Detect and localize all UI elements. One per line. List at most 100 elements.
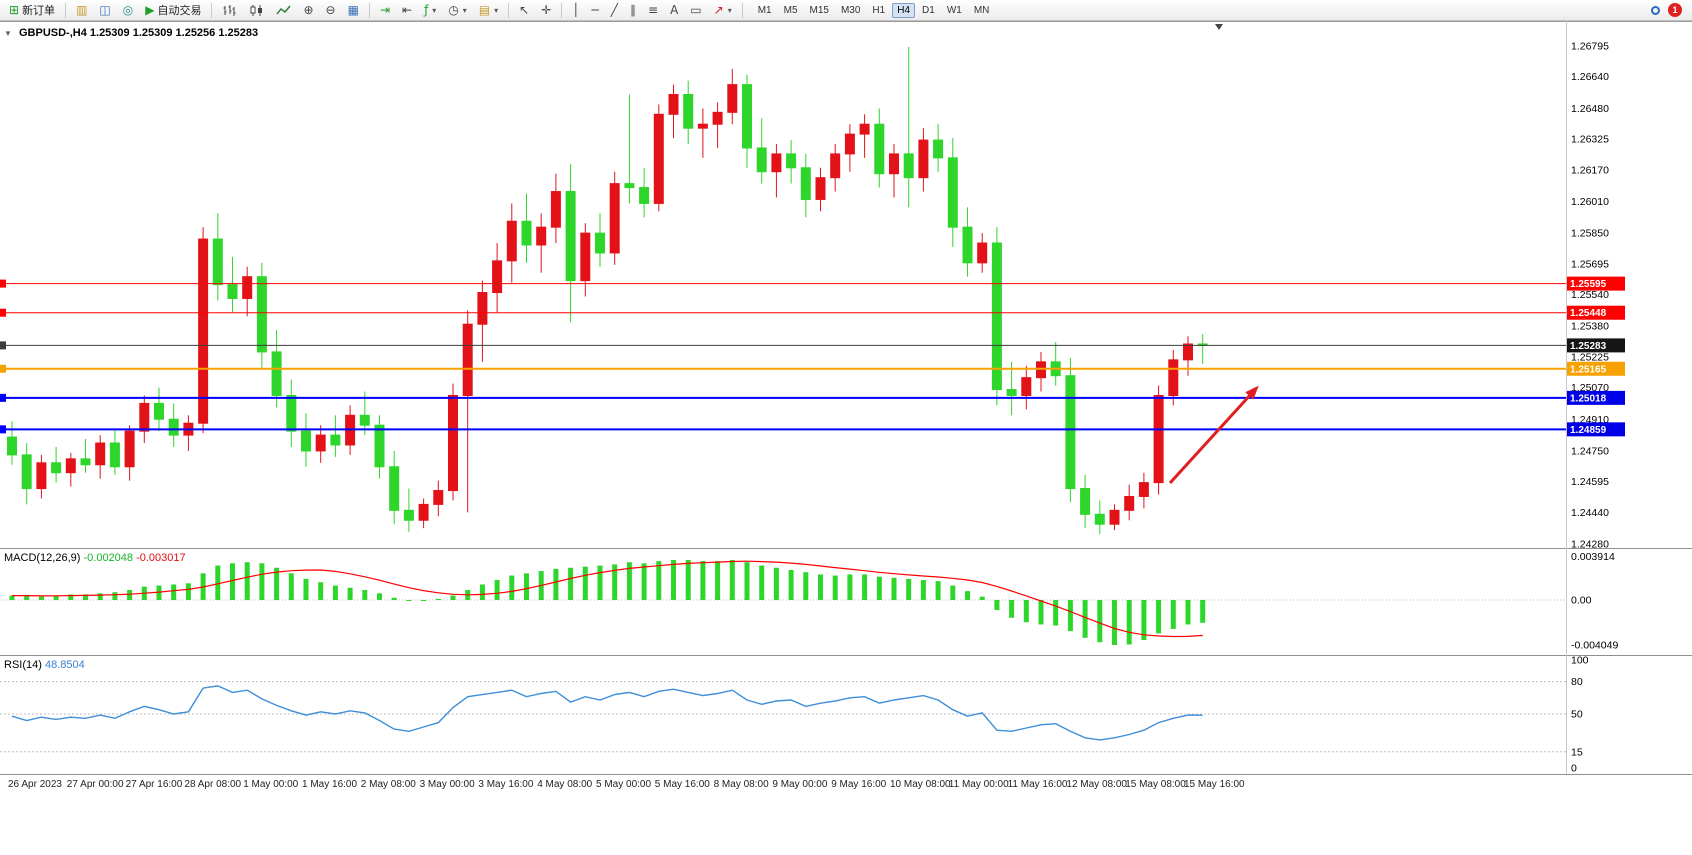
price-axis-label: 1.26640 xyxy=(1571,71,1609,83)
macd-indicator-pane[interactable]: 0.003914 0.00 -0.004049 xyxy=(0,548,1692,655)
navigator-icon: ◎ xyxy=(122,3,134,17)
indicators-icon: ƒ xyxy=(424,3,429,17)
channel-button[interactable]: ∥ xyxy=(625,1,641,19)
indicators-button[interactable]: ƒ ▾ xyxy=(419,1,441,19)
timeframe-group: M1 M5 M15 M30 H1 H4 D1 W1 MN xyxy=(752,2,996,18)
line-chart-icon xyxy=(276,5,292,14)
price-axis-label: 1.24440 xyxy=(1571,507,1609,519)
candle-body xyxy=(403,509,414,521)
cursor-icon: ↖ xyxy=(519,3,530,17)
timeframe-button-MN[interactable]: MN xyxy=(973,4,990,16)
tile-windows-button[interactable]: ▦ xyxy=(343,1,364,19)
timeframe-button-W1[interactable]: W1 xyxy=(946,4,962,16)
macd-bar xyxy=(362,589,368,600)
macd-histogram xyxy=(9,559,1206,646)
navigator-button[interactable]: ◎ xyxy=(118,1,138,19)
time-axis[interactable]: 26 Apr 2023 27 Apr 00:00 27 Apr 16:00 28 Ap… xyxy=(0,774,1692,796)
candlestick-chart-button[interactable] xyxy=(244,1,269,19)
candle-body xyxy=(859,123,870,135)
time-axis-label: 1 May 16:00 xyxy=(302,779,358,790)
line-chart-button[interactable] xyxy=(271,1,296,19)
trendline-button[interactable]: ╱ xyxy=(606,1,623,19)
autotrading-button[interactable]: ▶ 自动交易 xyxy=(140,1,206,19)
auto-scroll-button[interactable]: ⇥ xyxy=(375,1,395,19)
new-order-button[interactable]: ⊞ 新订单 xyxy=(4,1,60,19)
macd-bar xyxy=(244,562,250,600)
macd-bar xyxy=(230,563,235,600)
periods-button[interactable]: ◷ ▾ xyxy=(443,1,472,19)
time-axis-label: 11 May 00:00 xyxy=(948,779,1009,790)
candle-body xyxy=(668,94,679,115)
timeframe-button-M15[interactable]: M15 xyxy=(809,4,829,16)
price-tag[interactable] xyxy=(1567,422,1625,437)
notification-badge[interactable]: 1 xyxy=(1668,3,1682,17)
arrow-icon: ↗ xyxy=(713,3,724,17)
macd-label: MACD(12,26,9) xyxy=(4,552,81,564)
cursor-button[interactable]: ↖ xyxy=(514,1,534,19)
macd-bar xyxy=(1038,600,1044,625)
rsi-indicator-pane[interactable]: 100 80 50 15 0 xyxy=(0,655,1692,774)
macd-bar xyxy=(83,594,88,600)
candle-body xyxy=(7,436,17,456)
zoom-in-button[interactable]: ⊕ xyxy=(298,1,318,19)
macd-bar xyxy=(612,564,618,600)
vertical-line-button[interactable]: │ xyxy=(567,1,584,19)
candle-body xyxy=(595,232,605,254)
timeframe-button-H4[interactable]: H4 xyxy=(892,2,916,18)
macd-bar xyxy=(700,561,706,600)
candle-body xyxy=(947,157,958,228)
crosshair-button[interactable]: ✛ xyxy=(536,1,556,19)
time-axis-label: 9 May 00:00 xyxy=(772,779,828,790)
macd-bar xyxy=(568,567,574,600)
bar-chart-button[interactable] xyxy=(217,1,242,19)
timeframe-button-H1[interactable]: H1 xyxy=(872,4,886,16)
candle-body xyxy=(168,418,179,436)
trend-arrow[interactable] xyxy=(1168,391,1254,485)
macd-bar xyxy=(935,581,941,600)
horizontal-line-button[interactable]: ─ xyxy=(587,1,604,19)
timeframe-button-M1[interactable]: M1 xyxy=(757,4,772,16)
arrows-button[interactable]: ↗ ▾ xyxy=(709,1,737,19)
timeframe-button-M30[interactable]: M30 xyxy=(840,4,861,16)
macd-axis-label: 0.00 xyxy=(1571,595,1592,607)
price-tag[interactable] xyxy=(1567,390,1625,405)
one-click-trading-expander[interactable]: ▼ xyxy=(4,29,12,38)
new-order-label: 新订单 xyxy=(22,4,56,17)
zoom-out-button[interactable]: ⊖ xyxy=(321,1,341,19)
search-icon[interactable] xyxy=(1651,5,1660,15)
macd-pane-label: MACD(12,26,9) -0.002048 -0.003017 xyxy=(4,552,186,564)
candle-body xyxy=(65,458,76,474)
chart-shift-button[interactable]: ⇤ xyxy=(397,1,417,19)
candle-body xyxy=(477,292,488,325)
candle-body xyxy=(1124,495,1135,511)
time-axis-label: 5 May 00:00 xyxy=(596,779,652,790)
price-tag[interactable] xyxy=(1567,305,1625,320)
candle-body xyxy=(1021,377,1032,396)
timeframe-button-D1[interactable]: D1 xyxy=(922,4,935,16)
fibonacci-button[interactable]: ≡ xyxy=(643,1,663,19)
macd-bar xyxy=(729,559,735,600)
macd-bar xyxy=(832,575,838,600)
market-watch-button[interactable]: ◫ xyxy=(94,1,115,19)
price-axis-label: 1.25225 xyxy=(1571,351,1609,363)
macd-value: -0.002048 xyxy=(83,552,134,564)
charts-button[interactable]: ▥ xyxy=(71,1,92,19)
candle-body xyxy=(36,462,47,490)
time-axis-label: 26 Apr 2023 xyxy=(8,779,62,790)
rsi-axis-label: 100 xyxy=(1571,655,1589,667)
line-left-marker xyxy=(0,279,6,288)
time-axis-label: 10 May 08:00 xyxy=(890,779,951,790)
macd-bar xyxy=(185,583,191,600)
candle-body xyxy=(21,454,32,490)
toolbar: ⊞ 新订单 ▥ ◫ ◎ ▶ 自动交易 ⊕ ⊖ ▦ ⇥ ⇤ ƒ ▾ ◷ ▾ ▤ ▾ ↖ … xyxy=(0,0,1692,21)
text-button[interactable]: A xyxy=(665,1,683,19)
autotrading-label: 自动交易 xyxy=(157,4,202,17)
price-tag[interactable] xyxy=(1567,276,1625,291)
macd-bar xyxy=(347,587,353,600)
templates-button[interactable]: ▤ ▾ xyxy=(474,1,503,19)
price-chart-pane[interactable]: 1.26795 1.26640 1.26480 1.26325 1.26170 1.260… xyxy=(0,21,1692,548)
price-tag[interactable] xyxy=(1567,361,1625,376)
text-label-button[interactable]: ▭ xyxy=(685,1,706,19)
price-tag[interactable] xyxy=(1567,338,1625,353)
timeframe-button-M5[interactable]: M5 xyxy=(783,4,798,16)
